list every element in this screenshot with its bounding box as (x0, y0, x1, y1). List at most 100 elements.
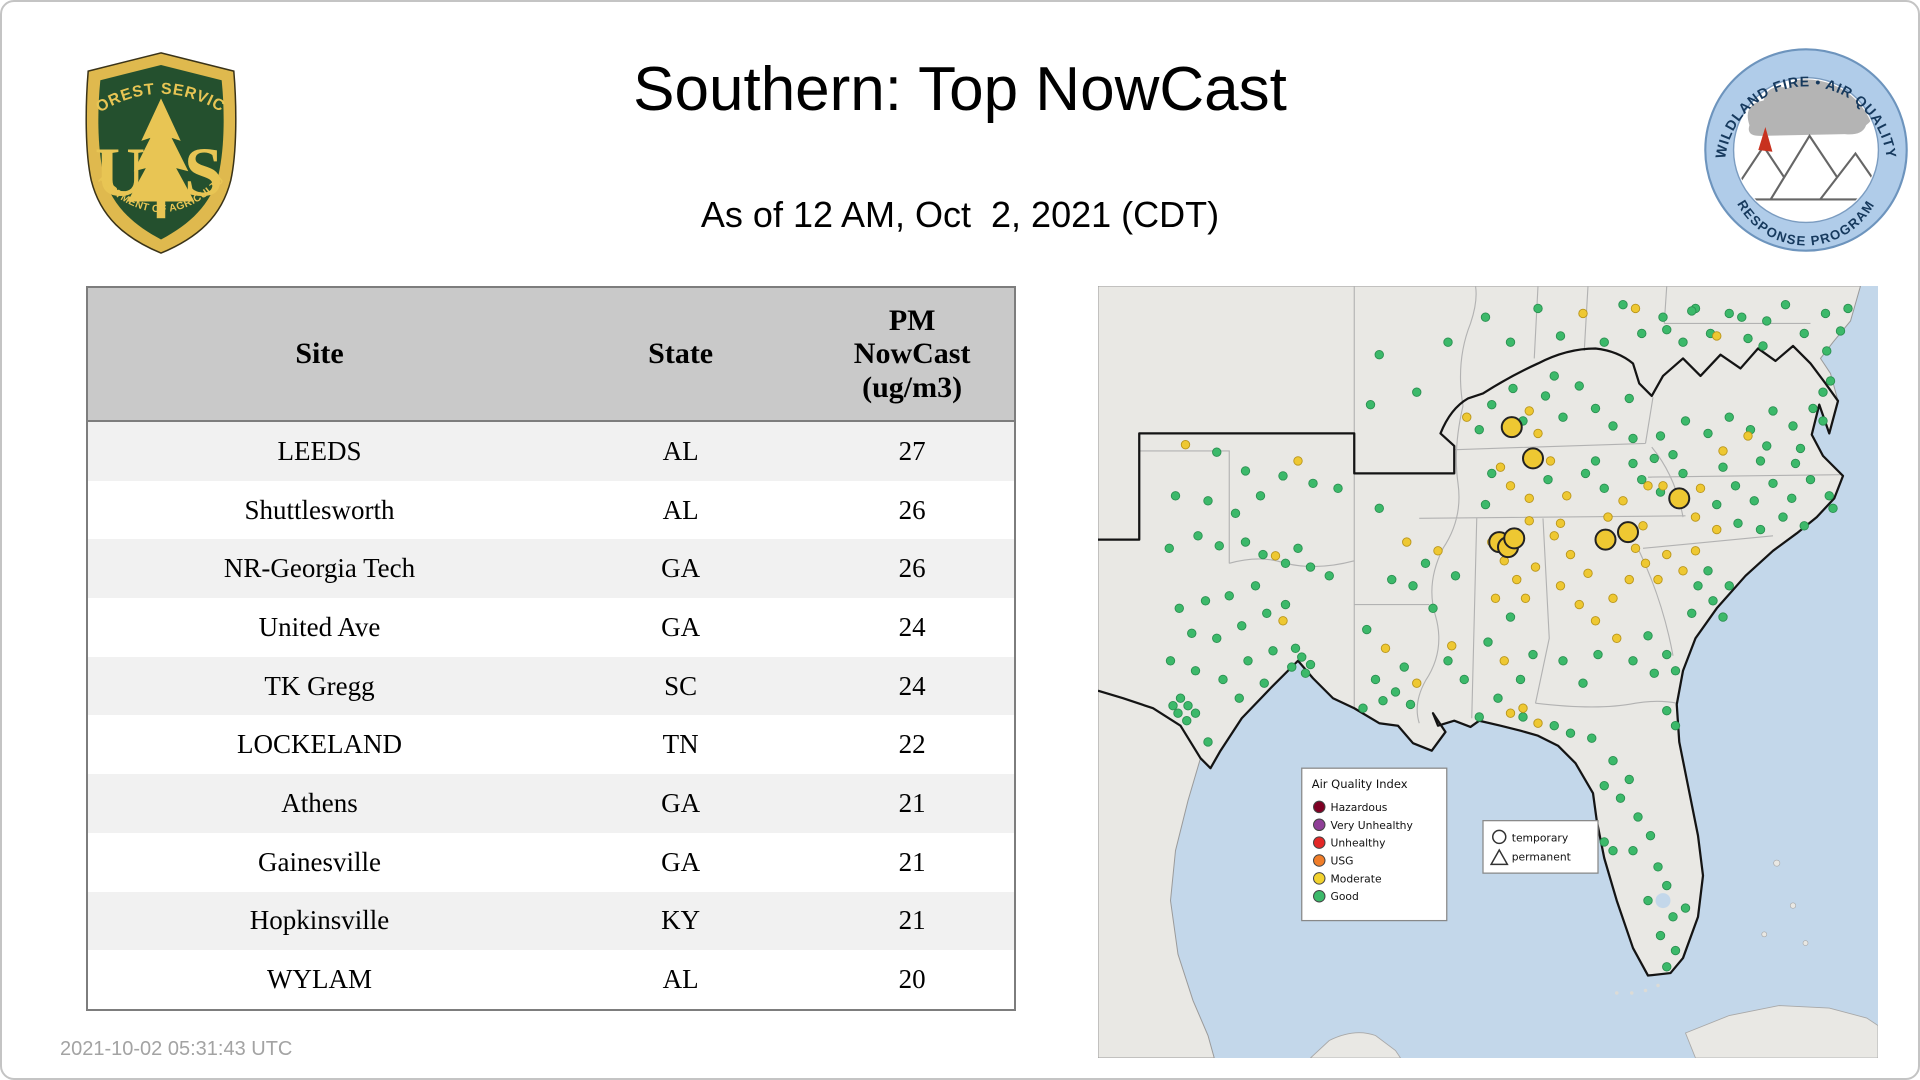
monitor-marker-good (1293, 543, 1303, 554)
table-cell: AL (662, 494, 699, 525)
monitor-marker-good (1165, 656, 1176, 666)
monitor-marker-moderate (1555, 581, 1566, 591)
monitor-marker-good (1308, 478, 1318, 489)
monitor-marker-good (1190, 708, 1201, 718)
monitor-marker-good (1628, 845, 1638, 856)
monitor-marker-moderate (1505, 481, 1516, 491)
table-cell: 22 (898, 729, 926, 760)
monitor-marker-good (1799, 521, 1809, 531)
monitor-marker-good (1724, 412, 1734, 422)
table-row: LOCKELAND TN 22 (88, 715, 1014, 775)
monitor-marker-moderate (1653, 574, 1663, 585)
monitor-marker-moderate (1638, 521, 1648, 531)
table-cell: 24 (898, 611, 926, 642)
monitor-marker-good (1755, 524, 1766, 535)
monitor-marker-good (1443, 337, 1453, 347)
monitor-marker-good (1250, 581, 1261, 591)
monitor-marker-good (1182, 716, 1192, 726)
monitor-marker-good (1203, 496, 1213, 506)
table-cell: 20 (898, 964, 926, 995)
legend-item-label: Hazardous (1331, 801, 1388, 814)
smoke-cloud-icon (1747, 79, 1874, 136)
monitor-marker-moderate (1578, 308, 1588, 319)
legend-item-label: Very Unhealthy (1331, 819, 1414, 832)
monitor-marker-good (1615, 793, 1626, 803)
monitor-marker-good (1818, 387, 1828, 397)
monitor-marker-good (1173, 708, 1183, 718)
monitor-marker-good (1408, 581, 1418, 591)
monitor-marker-good (1515, 674, 1526, 685)
monitor-marker-good (1733, 518, 1743, 529)
monitor-marker-good (1655, 930, 1666, 941)
monitor-marker-good (1493, 693, 1503, 703)
monitor-marker-moderate (1624, 574, 1634, 585)
monitor-marker-good (1658, 312, 1668, 322)
monitor-marker-good (1824, 491, 1834, 501)
monitor-marker-good (1297, 652, 1307, 662)
monitor-marker-moderate (1530, 562, 1541, 572)
table-cell: LEEDS (277, 435, 362, 466)
monitor-marker-good (1483, 637, 1493, 647)
pine-tree-icon (127, 98, 195, 202)
legend-color-swatch (1312, 818, 1326, 832)
monitor-marker-moderate (1433, 546, 1443, 556)
monitor-marker-good (1487, 399, 1497, 410)
monitor-marker-good (1743, 333, 1753, 344)
monitor-marker-good (1703, 428, 1713, 439)
legend-color-swatch (1312, 836, 1326, 849)
monitor-marker-good (1637, 474, 1647, 485)
monitor-marker-good (1324, 571, 1334, 581)
monitor-marker-good (1599, 483, 1609, 494)
column-header: PM NowCast (ug/m3) (810, 288, 1014, 422)
monitor-marker-good (1637, 328, 1647, 339)
monitor-marker-good (1649, 453, 1659, 464)
monitor-marker-good (1450, 571, 1461, 581)
table-cell: 24 (898, 670, 926, 701)
monitor-marker-good (1787, 493, 1797, 504)
page-subtitle: As of 12 AM, Oct 2, 2021 (CDT) (700, 194, 1220, 235)
region-map: Air Quality Index Hazardous Very Unhealth… (1097, 285, 1879, 1059)
table-cell: Gainesville (258, 846, 381, 877)
aqi-legend-title: Air Quality Index (1312, 777, 1408, 791)
monitor-marker-good (1280, 599, 1291, 610)
monitor-marker-good (1333, 483, 1343, 494)
monitor-type-legend: temporary permanent (1482, 820, 1599, 874)
table-cell: Athens (281, 787, 358, 818)
southern-region-outline (1097, 344, 1845, 977)
monitor-marker-good (1200, 596, 1211, 606)
monitor-marker-good (1370, 674, 1381, 685)
table-row: LEEDS AL 27 (88, 421, 1014, 481)
temporary-monitor-marker (1668, 487, 1691, 510)
monitor-marker-moderate (1565, 549, 1576, 560)
monitor-marker-good (1780, 300, 1791, 310)
monitor-marker-good (1649, 668, 1659, 678)
monitor-marker-good (1459, 674, 1469, 685)
monitor-marker-moderate (1524, 493, 1534, 504)
monitor-marker-good (1390, 687, 1401, 697)
monitor-marker-good (1255, 491, 1266, 501)
monitor-marker-good (1662, 880, 1672, 891)
monitor-marker-good (1405, 699, 1416, 710)
table-cell: KY (661, 905, 701, 936)
nowcast-table-body: LEEDS AL 27 Shuttlesworth AL 26 NR-Georgia Tec… (88, 421, 1014, 1009)
table-cell: 21 (898, 787, 926, 818)
monitor-marker-moderate (1630, 543, 1641, 554)
monitor-marker-good (1708, 596, 1718, 606)
monitor-marker-moderate (1520, 593, 1531, 603)
monitor-marker-good (1528, 649, 1538, 660)
monitor-marker-good (1262, 608, 1272, 618)
monitor-marker-good (1624, 774, 1634, 785)
monitor-marker-moderate (1603, 512, 1613, 522)
monitor-marker-good (1578, 678, 1588, 688)
state-borders (1139, 285, 1844, 724)
monitor-marker-moderate (1447, 641, 1457, 651)
monitor-marker-good (1240, 537, 1251, 547)
monitor-marker-moderate (1574, 599, 1584, 610)
monitor-marker-good (1633, 812, 1643, 822)
monitor-marker-good (1758, 341, 1768, 351)
monitor-marker-good (1808, 403, 1818, 414)
monitor-marker-good (1218, 674, 1228, 685)
florida-keys (1615, 983, 1660, 995)
monitor-marker-good (1590, 456, 1601, 466)
monitor-marker-good (1599, 837, 1609, 847)
